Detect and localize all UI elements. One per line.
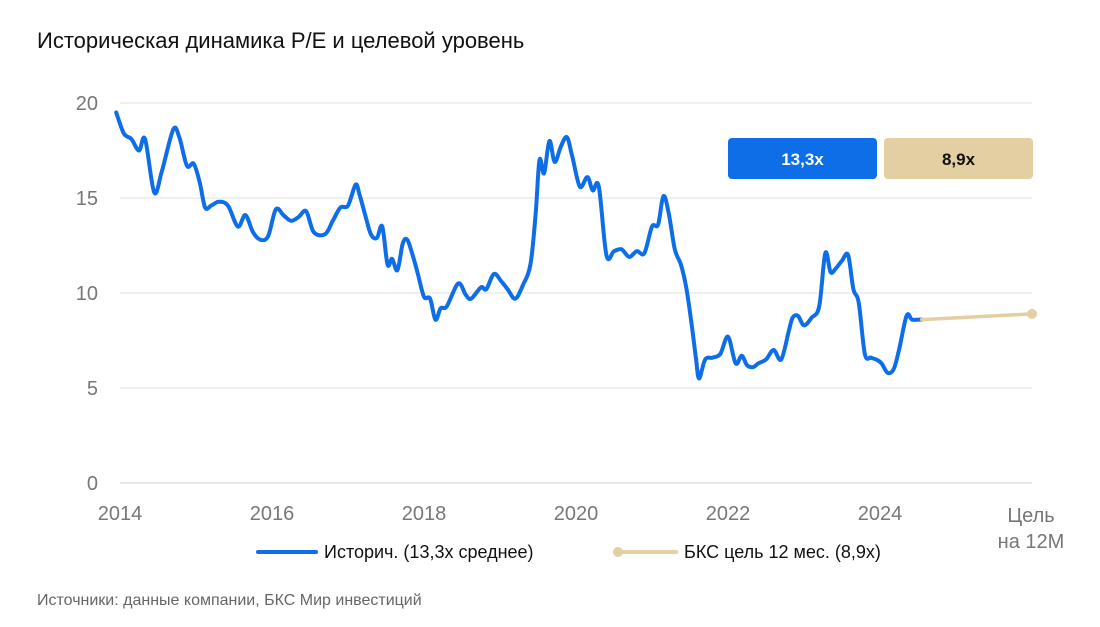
badge-2 (884, 138, 1033, 179)
y-axis-ticks: 0 5 10 15 20 (76, 93, 98, 495)
legend-label-1: Историч. (13,3x среднее) (324, 542, 534, 562)
x-tick-target-line2: на 12М (998, 531, 1065, 553)
historical-pe-line (114, 110, 924, 381)
y-tick-label: 5 (87, 378, 98, 400)
badge-label-1: 13,3x (781, 150, 824, 169)
y-tick-label: 20 (76, 93, 98, 115)
badges: 13,3x 8,9x (728, 138, 1033, 179)
target-pe-line (920, 312, 1034, 322)
x-tick-target-line1: Цель (1007, 505, 1054, 527)
x-axis-ticks: 2014 2016 2018 2020 2022 2024 Цель на 12М (98, 503, 1065, 553)
x-tick-label: 2022 (706, 503, 751, 525)
target-point (1027, 308, 1037, 319)
y-tick-label: 0 (87, 473, 98, 495)
y-tick-label: 10 (76, 283, 98, 305)
series-lines (114, 110, 1037, 381)
x-tick-label: 2014 (98, 503, 143, 525)
x-tick-label: 2018 (402, 503, 447, 525)
x-tick-label: 2016 (250, 503, 295, 525)
y-tick-label: 15 (76, 188, 98, 210)
grid-lines (120, 102, 1032, 484)
x-tick-label: 2020 (554, 503, 599, 525)
badge-label-2: 8,9x (942, 150, 976, 169)
badge-1 (728, 138, 877, 179)
legend: Историч. (13,3x среднее) БКС цель 12 мес.… (256, 542, 881, 562)
legend-label-2: БКС цель 12 мес. (8,9x) (684, 542, 881, 562)
chart-title: Историческая динамика P/E и целевой уров… (37, 28, 525, 53)
x-tick-label: 2024 (858, 503, 903, 525)
legend-marker (613, 547, 623, 557)
source-note: Источники: данные компании, БКС Мир инве… (37, 592, 422, 609)
